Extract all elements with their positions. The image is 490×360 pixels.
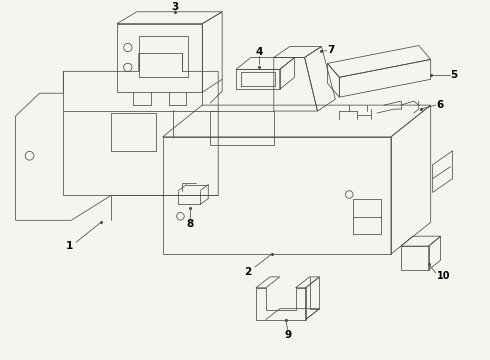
Text: 9: 9 [284,330,291,341]
Text: 6: 6 [437,100,444,110]
Text: 2: 2 [245,267,251,277]
Text: 1: 1 [66,241,73,251]
Text: 3: 3 [171,2,178,12]
Text: 10: 10 [437,271,450,281]
Text: 8: 8 [187,219,194,229]
Text: 4: 4 [255,48,263,58]
Text: 7: 7 [327,45,335,55]
Text: 5: 5 [450,70,458,80]
